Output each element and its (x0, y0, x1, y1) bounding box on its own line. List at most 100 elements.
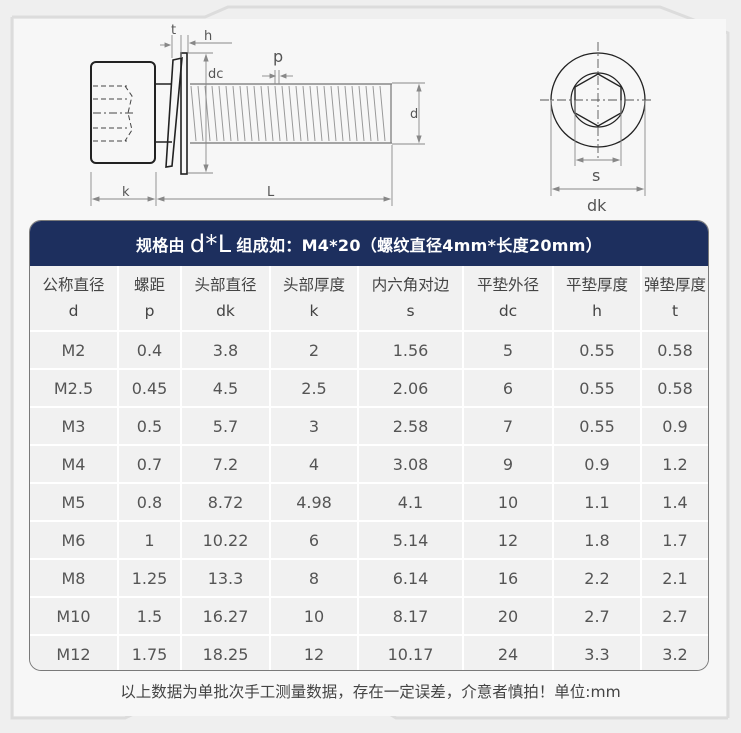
table-cell: 0.7 (117, 444, 182, 484)
footer-note: 以上数据为单批次手工测量数据，存在一定误差，介意者慎拍！单位:mm (120, 683, 621, 701)
table-header-row: 公称直径 d 螺距 p 头部直径 dk 头部厚度 k 内六角对边 s 平垫外径 dc 平垫厚… (30, 266, 708, 332)
table-cell: 6 (462, 368, 554, 408)
title-formula: d*L (189, 229, 232, 258)
table-row: M2.5 0.45 4.5 2.5 2.06 6 0.55 0.58 (30, 368, 708, 408)
table-cell: 0.9 (640, 406, 708, 446)
label-p: p (273, 47, 283, 66)
table-cell: M12 (30, 634, 119, 670)
table-cell: 10 (462, 482, 554, 522)
table-cell: 1.25 (117, 558, 182, 598)
table-cell: 2.7 (552, 596, 642, 636)
table-cell: 0.45 (117, 368, 182, 408)
table-row: M3 0.5 5.7 3 2.58 7 0.55 0.9 (30, 406, 708, 446)
table-cell: M5 (30, 482, 119, 522)
col-header: 平垫厚度 h (552, 266, 642, 332)
table-cell: M6 (30, 520, 119, 560)
spec-table: 公称直径 d 螺距 p 头部直径 dk 头部厚度 k 内六角对边 s 平垫外径 dc 平垫厚… (30, 266, 708, 670)
table-cell: 0.58 (640, 368, 708, 408)
table-row: M5 0.8 8.72 4.98 4.1 10 1.1 1.4 (30, 482, 708, 522)
table-cell: 5.7 (180, 406, 271, 446)
table-cell: 10.17 (357, 634, 464, 670)
table-cell: 1.8 (552, 520, 642, 560)
table-cell: 4 (269, 444, 359, 484)
table-row: M12 1.75 18.25 12 10.17 24 3.3 3.2 (30, 634, 708, 670)
table-cell: 1 (117, 520, 182, 560)
spec-table-container: 规格由 d*L 组成如：M4*20（螺纹直径4mm*长度20mm） 公称直径 d … (29, 220, 709, 671)
table-cell: 1.75 (117, 634, 182, 670)
label-k: k (122, 185, 130, 200)
table-cell: 3.8 (180, 330, 271, 370)
spec-table-title: 规格由 d*L 组成如：M4*20（螺纹直径4mm*长度20mm） (30, 221, 708, 266)
table-cell: 9 (462, 444, 554, 484)
table-cell: 0.55 (552, 406, 642, 446)
table-cell: M3 (30, 406, 119, 446)
top-view-drawing: s dk (540, 42, 653, 215)
table-cell: 0.4 (117, 330, 182, 370)
label-L: L (267, 185, 275, 200)
col-header: 内六角对边 s (357, 266, 464, 332)
table-cell: 18.25 (180, 634, 271, 670)
table-row: M4 0.7 7.2 4 3.08 9 0.9 1.2 (30, 444, 708, 484)
table-cell: 7.2 (180, 444, 271, 484)
title-suffix: 组成如：M4*20（螺纹直径4mm*长度20mm） (236, 235, 603, 255)
table-cell: 10 (269, 596, 359, 636)
label-s: s (592, 166, 600, 185)
table-cell: 2.1 (640, 558, 708, 598)
table-cell: M10 (30, 596, 119, 636)
table-cell: M4 (30, 444, 119, 484)
screw-head (90, 61, 156, 164)
table-cell: 2 (269, 330, 359, 370)
table-cell: 1.4 (640, 482, 708, 522)
table-cell: 4.5 (180, 368, 271, 408)
table-cell: 0.9 (552, 444, 642, 484)
table-cell: 16 (462, 558, 554, 598)
table-cell: 0.8 (117, 482, 182, 522)
label-t: t (171, 23, 176, 38)
thread-hatching (190, 85, 386, 142)
table-cell: 7 (462, 406, 554, 446)
table-cell: 4.98 (269, 482, 359, 522)
table-row: M10 1.5 16.27 10 8.17 20 2.7 2.7 (30, 596, 708, 636)
table-cell: 2.58 (357, 406, 464, 446)
table-cell: 6.14 (357, 558, 464, 598)
col-header: 头部厚度 k (269, 266, 359, 332)
table-cell: 1.1 (552, 482, 642, 522)
col-header: 弹垫厚度 t (640, 266, 708, 332)
table-cell: 8.72 (180, 482, 271, 522)
title-prefix: 规格由 (135, 235, 185, 255)
col-header: 公称直径 d (30, 266, 119, 332)
table-cell: M8 (30, 558, 119, 598)
table-cell: 6 (269, 520, 359, 560)
label-dk: dk (587, 196, 607, 215)
table-cell: 1.56 (357, 330, 464, 370)
table-cell: 4.1 (357, 482, 464, 522)
table-cell: 1.7 (640, 520, 708, 560)
col-header: 平垫外径 dc (462, 266, 554, 332)
table-cell: 2.2 (552, 558, 642, 598)
table-cell: 16.27 (180, 596, 271, 636)
table-cell: 1.2 (640, 444, 708, 484)
table-cell: 0.55 (552, 330, 642, 370)
table-cell: 3.08 (357, 444, 464, 484)
table-cell: 20 (462, 596, 554, 636)
table-cell: 3.2 (640, 634, 708, 670)
table-cell: 2.5 (269, 368, 359, 408)
table-cell: 1.5 (117, 596, 182, 636)
table-cell: 12 (462, 520, 554, 560)
label-dc: dc (208, 67, 223, 82)
table-cell: 2.06 (357, 368, 464, 408)
table-cell: M2.5 (30, 368, 119, 408)
label-d: d (410, 107, 418, 122)
table-cell: 0.55 (552, 368, 642, 408)
table-row: M2 0.4 3.8 2 1.56 5 0.55 0.58 (30, 330, 708, 370)
table-cell: 3.3 (552, 634, 642, 670)
table-cell: 2.7 (640, 596, 708, 636)
table-cell: 8.17 (357, 596, 464, 636)
label-h: h (204, 29, 212, 44)
table-cell: 0.58 (640, 330, 708, 370)
table-row: M6 1 10.22 6 5.14 12 1.8 1.7 (30, 520, 708, 560)
col-header: 螺距 p (117, 266, 182, 332)
table-cell: 24 (462, 634, 554, 670)
table-row: M8 1.25 13.3 8 6.14 16 2.2 2.1 (30, 558, 708, 598)
table-cell: 8 (269, 558, 359, 598)
